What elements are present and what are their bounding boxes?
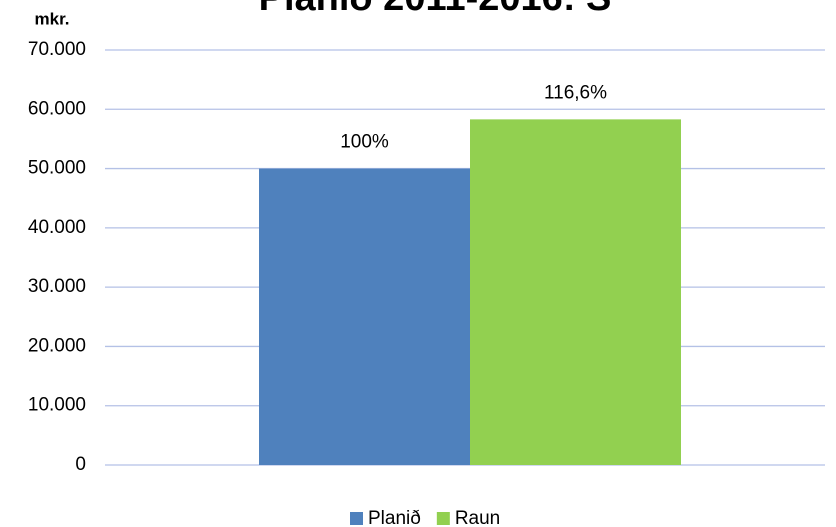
legend-swatch	[350, 512, 363, 525]
y-tick-label: 20.000	[28, 335, 86, 356]
y-tick-label: 50.000	[28, 158, 86, 179]
data-label: 100%	[340, 132, 389, 153]
y-axis-label: mkr.	[35, 9, 70, 28]
bar	[259, 168, 470, 466]
legend-label: Raun	[455, 508, 500, 527]
legend-swatch	[436, 512, 450, 525]
chart-title: Planið 2011-2016: S	[259, 0, 612, 19]
y-tick-label: 70.000	[28, 39, 86, 60]
data-label: 116,6%	[544, 82, 607, 103]
y-tick-label: 0	[75, 454, 86, 475]
y-tick-label: 60.000	[28, 98, 86, 119]
y-tick-label: 10.000	[28, 395, 86, 416]
y-tick-label: 30.000	[28, 276, 86, 297]
y-tick-label: 40.000	[28, 217, 86, 238]
legend-label: Planið	[368, 508, 421, 527]
bar	[470, 119, 681, 465]
